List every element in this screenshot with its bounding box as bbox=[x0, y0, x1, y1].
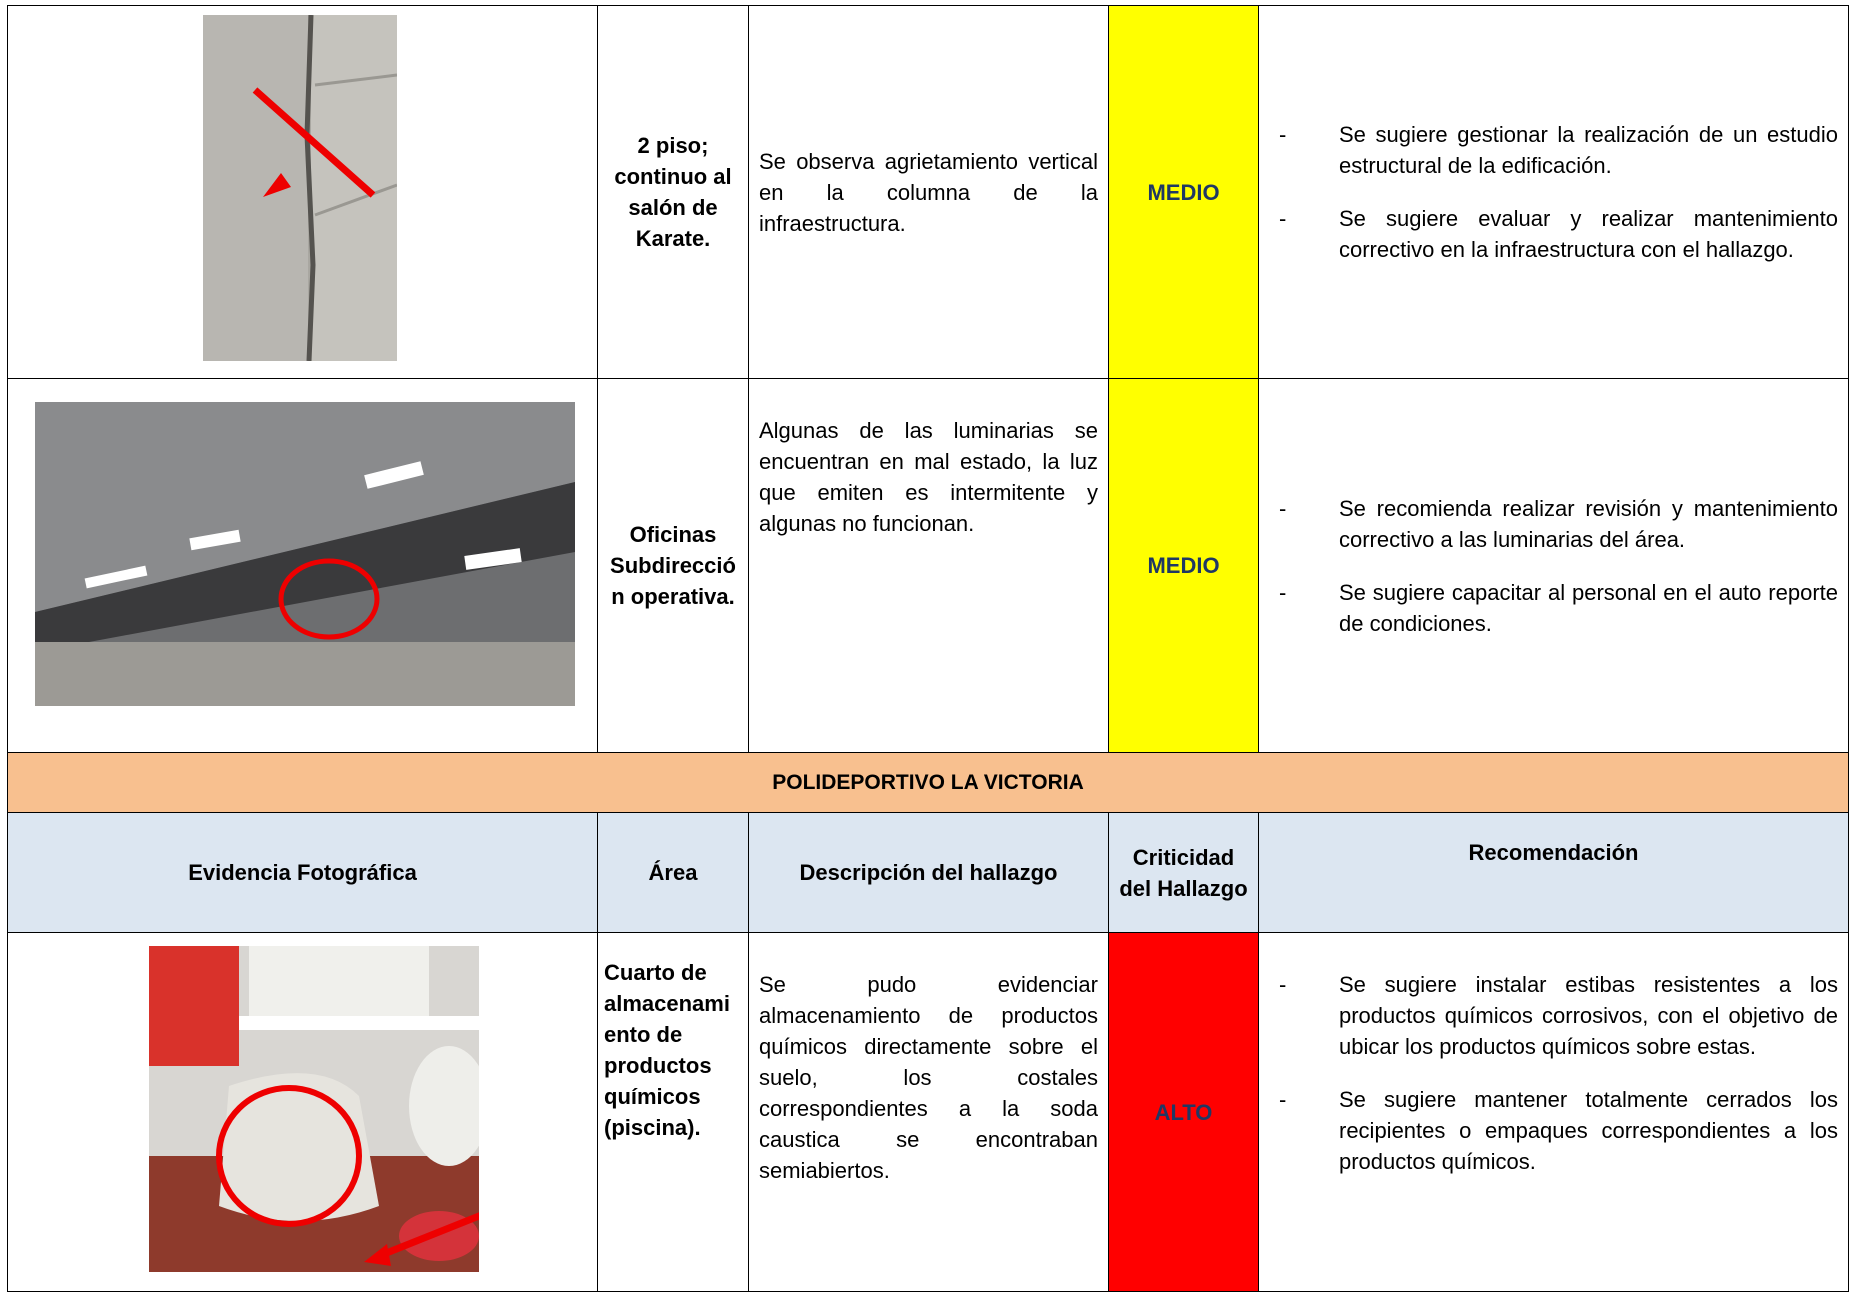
description: Se observa agrietamiento vertical en la … bbox=[748, 5, 1109, 379]
recommendations: Se sugiere instalar estibas resistentes … bbox=[1258, 932, 1849, 1292]
recommendations: Se recomienda realizar revisión y manten… bbox=[1258, 378, 1849, 753]
criticality: MEDIO bbox=[1108, 5, 1259, 379]
recommendation: Se sugiere instalar estibas resistentes … bbox=[1279, 969, 1838, 1062]
area: Cuarto de almacenamiento de productos qu… bbox=[597, 932, 749, 1292]
criticality: ALTO bbox=[1108, 932, 1259, 1292]
description: Se pudo evidenciar almacenamiento de pro… bbox=[748, 932, 1109, 1292]
recommendation: Se sugiere mantener totalmente cerrados … bbox=[1279, 1084, 1838, 1177]
header: Criticidad del Hallazgo bbox=[1108, 812, 1259, 933]
photo-lights bbox=[35, 402, 575, 706]
header: Área bbox=[597, 812, 749, 933]
criticality: MEDIO bbox=[1108, 378, 1259, 753]
recommendation: Se sugiere evaluar y realizar mantenimie… bbox=[1279, 203, 1838, 265]
header: Descripción del hallazgo bbox=[748, 812, 1109, 933]
recommendation: Se sugiere gestionar la realización de u… bbox=[1279, 119, 1838, 181]
recommendation: Se recomienda realizar revisión y manten… bbox=[1279, 493, 1838, 555]
description: Algunas de las luminarias se encuentran … bbox=[748, 378, 1109, 753]
area: 2 piso; continuo al salón de Karate. bbox=[597, 5, 749, 379]
photo-crack bbox=[203, 15, 397, 361]
header: Recomendación bbox=[1258, 812, 1849, 933]
header: Evidencia Fotográfica bbox=[7, 812, 598, 933]
section-title: POLIDEPORTIVO LA VICTORIA bbox=[7, 752, 1849, 813]
recommendation: Se sugiere capacitar al personal en el a… bbox=[1279, 577, 1838, 639]
photo-chemicals bbox=[149, 946, 479, 1272]
recommendations: Se sugiere gestionar la realización de u… bbox=[1258, 5, 1849, 379]
area: Oficinas Subdirección operativa. bbox=[597, 378, 749, 753]
